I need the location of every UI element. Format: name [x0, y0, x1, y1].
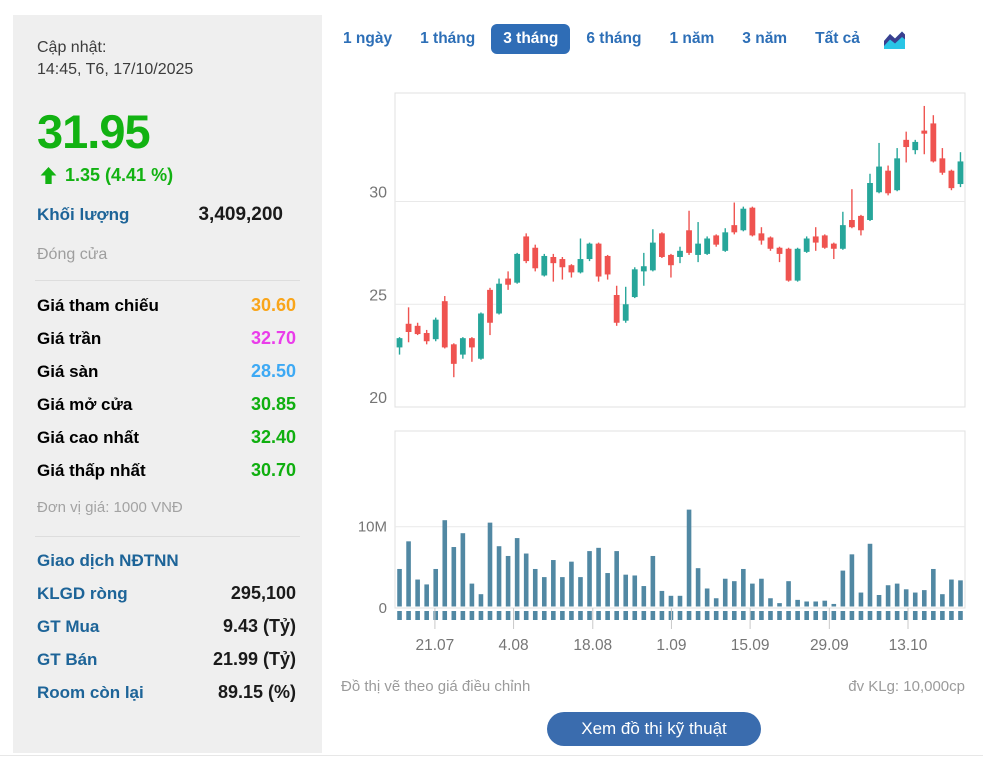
row-open-price: Giá mở cửa 30.85: [37, 394, 296, 414]
row-net-volume: KLGD ròng 295,100: [37, 583, 296, 603]
svg-text:1.09: 1.09: [656, 637, 686, 654]
technical-chart-button[interactable]: Xem đồ thị kỹ thuật: [547, 712, 761, 746]
page-divider: [0, 755, 983, 756]
foreign-trading-header: Giao dịch NĐTNN: [37, 551, 179, 570]
volume-bar-chart[interactable]: 10M 0 21.07 4.08 18.08 1.09 15.09 29.09 13.10: [340, 418, 983, 675]
volume-unit-note: đv KLg: 10,000cp: [848, 678, 965, 695]
row-ceiling-price: Giá trần 32.70: [37, 328, 296, 348]
row-high-price: Giá cao nhất 32.40: [37, 427, 296, 447]
price-info-table: Giá tham chiếu 30.60 Giá trần 32.70 Giá …: [37, 295, 296, 481]
reference-price-value: 30.60: [250, 295, 296, 315]
row-buy-value: GT Mua 9.43 (Tỷ): [37, 616, 296, 636]
svg-text:29.09: 29.09: [810, 637, 849, 654]
svg-text:4.08: 4.08: [498, 637, 528, 654]
session-status: Đóng cửa: [37, 246, 108, 263]
svg-text:21.07: 21.07: [416, 637, 455, 654]
price-candlestick-chart[interactable]: 30 25 20: [340, 85, 983, 420]
volume-label: Khối lượng: [37, 205, 130, 224]
svg-text:10M: 10M: [358, 519, 387, 536]
tab-tat-ca[interactable]: Tất cả: [815, 30, 860, 47]
area-chart-icon[interactable]: [882, 28, 907, 51]
tab-1-ngay[interactable]: 1 ngày: [343, 30, 393, 47]
price-unit-note: Đơn vị giá: 1000 VNĐ: [37, 499, 183, 516]
tab-3-thang[interactable]: 3 tháng: [491, 24, 571, 54]
foreign-trading-table: KLGD ròng 295,100 GT Mua 9.43 (Tỷ) GT Bá…: [37, 583, 296, 703]
adjusted-price-note: Đồ thị vẽ theo giá điều chỉnh: [341, 678, 531, 695]
tab-6-thang[interactable]: 6 tháng: [586, 30, 642, 47]
room-left-value: 89.15 (%): [217, 682, 296, 702]
sidebar-divider: [35, 536, 300, 537]
row-sell-value: GT Bán 21.99 (Tỷ): [37, 649, 296, 669]
buy-value: 9.43 (Tỷ): [222, 616, 296, 636]
svg-text:15.09: 15.09: [731, 637, 770, 654]
updated-datetime: 14:45, T6, 17/10/2025: [37, 61, 194, 78]
row-room-left: Room còn lại 89.15 (%): [37, 682, 296, 702]
volume-value: 3,409,200: [198, 204, 283, 225]
tab-1-thang[interactable]: 1 tháng: [420, 30, 476, 47]
svg-text:13.10: 13.10: [889, 637, 928, 654]
period-tabs: 1 ngày 1 tháng 3 tháng 6 tháng 1 năm 3 n…: [331, 24, 907, 54]
svg-text:20: 20: [369, 390, 387, 407]
open-price-value: 30.85: [250, 394, 296, 414]
price-change: 1.35 (4.41 %): [65, 165, 174, 185]
floor-price-value: 28.50: [250, 361, 296, 381]
ceiling-price-value: 32.70: [250, 328, 296, 348]
svg-text:0: 0: [379, 600, 387, 617]
row-low-price: Giá thấp nhất 30.70: [37, 460, 296, 480]
net-volume-value: 295,100: [230, 583, 296, 603]
up-arrow-icon: [39, 166, 58, 185]
quote-sidebar: Cập nhật: 14:45, T6, 17/10/2025 31.95 1.…: [13, 15, 322, 753]
low-price-value: 30.70: [250, 460, 296, 480]
svg-text:18.08: 18.08: [573, 637, 612, 654]
high-price-value: 32.40: [250, 427, 296, 447]
sell-value: 21.99 (Tỷ): [212, 649, 296, 669]
tab-3-nam[interactable]: 3 năm: [742, 30, 788, 47]
svg-text:25: 25: [369, 287, 387, 304]
row-reference-price: Giá tham chiếu 30.60: [37, 295, 296, 315]
svg-text:30: 30: [369, 185, 387, 202]
last-price: 31.95: [37, 105, 151, 158]
row-floor-price: Giá sàn 28.50: [37, 361, 296, 381]
updated-label: Cập nhật:: [37, 39, 107, 56]
sidebar-divider: [35, 280, 300, 281]
tab-1-nam[interactable]: 1 năm: [669, 30, 715, 47]
